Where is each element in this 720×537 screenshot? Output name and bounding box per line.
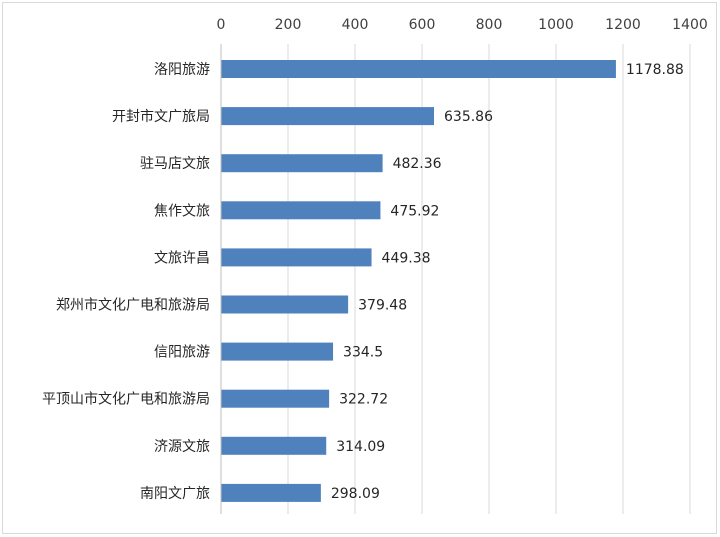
category-label: 焦作文旅: [154, 203, 210, 219]
bar: [221, 342, 334, 361]
bar: [221, 295, 349, 314]
bar: [221, 483, 321, 502]
category-label: 南阳文广旅: [140, 486, 210, 502]
category-label: 驻马店文旅: [140, 156, 210, 172]
bar: [221, 60, 616, 78]
data-labels: 1178.88 635.86 482.36 475.92 449.38 379.48 334…: [331, 62, 684, 502]
bar: [221, 436, 327, 455]
category-labels: 洛阳旅游开封市文广旅局驻马店文旅焦作文旅文旅许昌郑州市文化广电和旅游局信阳旅游平…: [42, 62, 210, 502]
bar: [221, 154, 383, 173]
x-tick-label: 200: [275, 17, 302, 33]
bar: [221, 201, 381, 220]
data-label: 449.38: [382, 250, 431, 266]
category-label: 开封市文广旅局: [112, 108, 210, 125]
data-label: 379.48: [358, 298, 407, 314]
data-label: 635.86: [444, 109, 493, 125]
x-axis-ticks: 0 200 400 600 800 1000 1200 1400: [217, 17, 708, 33]
data-label: 314.09: [336, 439, 385, 455]
data-label: 1178.88: [626, 62, 684, 78]
x-tick-label: 600: [409, 17, 436, 33]
x-tick-label: 1000: [538, 17, 574, 33]
data-label: 475.92: [390, 203, 439, 219]
category-label: 文旅许昌: [154, 250, 210, 266]
bar: [221, 107, 435, 126]
category-label: 信阳旅游: [154, 345, 210, 361]
x-tick-label: 1200: [605, 17, 641, 33]
bar: [221, 248, 372, 267]
data-label: 298.09: [331, 486, 380, 502]
category-label: 济源文旅: [154, 439, 210, 455]
x-tick-label: 800: [476, 17, 503, 33]
x-tick-label: 1400: [672, 17, 708, 33]
data-label: 334.5: [343, 345, 383, 361]
x-tick-label: 0: [217, 17, 226, 33]
data-label: 482.36: [393, 156, 442, 172]
bar: [221, 389, 330, 408]
bars: [221, 60, 616, 502]
category-label: 平顶山市文化广电和旅游局: [42, 391, 210, 408]
category-label: 郑州市文化广电和旅游局: [56, 297, 210, 314]
category-label: 洛阳旅游: [154, 62, 210, 78]
data-label: 322.72: [339, 392, 388, 408]
x-tick-label: 400: [342, 17, 369, 33]
